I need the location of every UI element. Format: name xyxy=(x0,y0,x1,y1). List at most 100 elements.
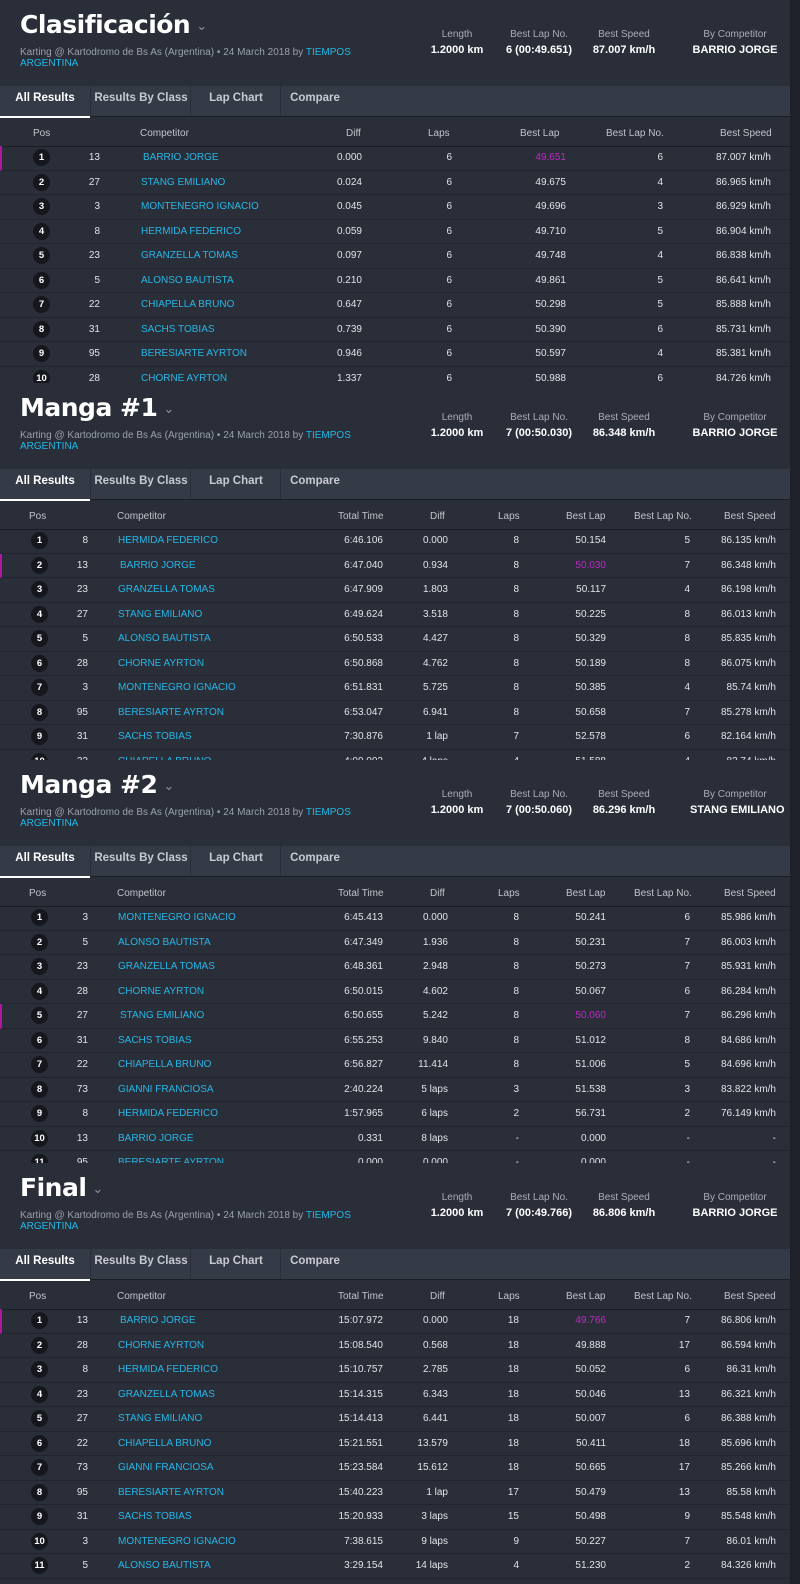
tab-lap-chart[interactable]: Lap Chart xyxy=(190,846,281,876)
result-row[interactable]: 5 23 GRANZELLA TOMAS 0.097 6 49.748 4 86.838 km… xyxy=(0,244,790,269)
competitor-name[interactable]: HERMIDA FEDERICO xyxy=(118,1364,219,1375)
organizer-link[interactable]: TIEMPOS ARGENTINA xyxy=(20,1210,351,1232)
result-row[interactable]: 1 3 MONTENEGRO IGNACIO 6:45.413 0.000 8 50.241… xyxy=(0,906,790,931)
competitor-name[interactable]: STANG EMILIANO xyxy=(118,608,203,620)
competitor-name[interactable]: SACHS TOBIAS xyxy=(118,1511,192,1522)
tab-compare[interactable]: Compare xyxy=(280,846,349,876)
column-header-total-time[interactable]: Total Time xyxy=(338,511,384,522)
column-header-best-lap[interactable]: Best Lap xyxy=(520,128,560,139)
competitor-name[interactable]: HERMIDA FEDERICO xyxy=(118,1108,219,1119)
result-row[interactable]: 4 27 STANG EMILIANO 6:49.624 3.518 8 50.225 8 86… xyxy=(0,603,790,627)
competitor-name[interactable]: ALONSO BAUTISTA xyxy=(118,633,211,644)
result-row[interactable]: 4 23 GRANZELLA TOMAS 15:14.315 6.343 18 50.046… xyxy=(0,1383,790,1407)
tab-compare[interactable]: Compare xyxy=(280,86,349,116)
competitor-name[interactable]: CHORNE AYRTON xyxy=(118,1339,205,1351)
tab-compare[interactable]: Compare xyxy=(280,469,349,499)
result-row[interactable]: 2 28 CHORNE AYRTON 15:08.540 0.568 18 49.888 17… xyxy=(0,1334,790,1358)
competitor-name[interactable]: ALONSO BAUTISTA xyxy=(118,1560,211,1571)
result-row[interactable]: 1 13 BARRIO JORGE 0.000 6 49.651 6 87.007 km/h xyxy=(0,146,790,171)
column-header-laps[interactable]: Laps xyxy=(498,511,520,522)
column-header-best-lap[interactable]: Best Lap xyxy=(566,1291,606,1302)
organizer-link[interactable]: TIEMPOS ARGENTINA xyxy=(20,47,351,69)
result-row[interactable]: 10 22 CHIAPELLA BRUNO 4:09.002 4 laps 4 51.588… xyxy=(0,750,790,761)
competitor-name[interactable]: CHIAPELLA BRUNO xyxy=(141,299,235,310)
competitor-name[interactable]: MONTENEGRO IGNACIO xyxy=(141,201,259,212)
tab-results-by-class[interactable]: Results By Class xyxy=(90,469,191,499)
column-header-diff[interactable]: Diff xyxy=(430,511,445,522)
result-row[interactable]: 6 31 SACHS TOBIAS 6:55.253 9.840 8 51.012 8 84.6… xyxy=(0,1029,790,1053)
tab-results-by-class[interactable]: Results By Class xyxy=(90,1249,191,1279)
column-header-laps[interactable]: Laps xyxy=(498,888,520,899)
column-header-pos[interactable]: Pos xyxy=(33,128,51,139)
tab-lap-chart[interactable]: Lap Chart xyxy=(190,86,281,116)
column-header-best-lap[interactable]: Best Lap xyxy=(566,511,606,522)
competitor-name[interactable]: STANG EMILIANO xyxy=(118,1413,203,1424)
result-row[interactable]: 8 31 SACHS TOBIAS 0.739 6 50.390 6 85.731 km/h xyxy=(0,318,790,342)
result-row[interactable]: 2 13 BARRIO JORGE 6:47.040 0.934 8 50.030 7 86.3… xyxy=(0,553,790,578)
competitor-name[interactable]: HERMIDA FEDERICO xyxy=(118,535,219,546)
session-title[interactable]: Manga #1 ⌄ xyxy=(20,393,174,422)
competitor-name[interactable]: GRANZELLA TOMAS xyxy=(118,584,215,595)
column-header-laps[interactable]: Laps xyxy=(428,128,450,139)
competitor-name[interactable]: GIANNI FRANCIOSA xyxy=(118,1083,214,1095)
column-header-diff[interactable]: Diff xyxy=(430,888,445,899)
column-header-best-lap-no[interactable]: Best Lap No. xyxy=(634,1291,692,1302)
tab-all-results[interactable]: All Results xyxy=(0,469,90,501)
competitor-name[interactable]: BERESIARTE AYRTON xyxy=(118,1157,224,1163)
competitor-name[interactable]: CHORNE AYRTON xyxy=(118,657,205,669)
result-row[interactable]: 4 28 CHORNE AYRTON 6:50.015 4.602 8 50.067 6 86.… xyxy=(0,980,790,1004)
competitor-name[interactable]: ALONSO BAUTISTA xyxy=(141,274,234,286)
column-header-best-speed[interactable]: Best Speed xyxy=(720,128,772,139)
result-row[interactable]: 6 28 CHORNE AYRTON 6:50.868 4.762 8 50.189 8 86.… xyxy=(0,652,790,676)
result-row[interactable]: 1 8 HERMIDA FEDERICO 6:46.106 0.000 8 50.154 5 8… xyxy=(0,529,790,554)
session-title[interactable]: Manga #2 ⌄ xyxy=(20,770,174,799)
result-row[interactable]: 5 27 STANG EMILIANO 6:50.655 5.242 8 50.060 7 86… xyxy=(0,1004,790,1029)
result-row[interactable]: 2 27 STANG EMILIANO 0.024 6 49.675 4 86.965 km/… xyxy=(0,171,790,195)
competitor-name[interactable]: CHIAPELLA BRUNO xyxy=(118,756,211,761)
column-header-best-lap-no[interactable]: Best Lap No. xyxy=(634,511,692,522)
column-header-total-time[interactable]: Total Time xyxy=(338,1291,384,1302)
tab-results-by-class[interactable]: Results By Class xyxy=(90,846,191,876)
result-row[interactable]: 3 23 GRANZELLA TOMAS 6:48.361 2.948 8 50.273 7 8… xyxy=(0,955,790,980)
competitor-name[interactable]: BERESIARTE AYRTON xyxy=(118,1486,224,1498)
column-header-best-speed[interactable]: Best Speed xyxy=(724,888,776,899)
result-row[interactable]: 9 31 SACHS TOBIAS 15:20.933 3 laps 15 50.498 9 8… xyxy=(0,1505,790,1530)
column-header-competitor[interactable]: Competitor xyxy=(117,888,166,899)
competitor-name[interactable]: SACHS TOBIAS xyxy=(118,731,192,742)
result-row[interactable]: 10 13 BARRIO JORGE 0.331 8 laps - 0.000 - - xyxy=(0,1127,790,1151)
result-row[interactable]: 3 3 MONTENEGRO IGNACIO 0.045 6 49.696 3 86.929 … xyxy=(0,195,790,220)
competitor-name[interactable]: BARRIO JORGE xyxy=(120,1315,196,1326)
competitor-name[interactable]: SACHS TOBIAS xyxy=(141,323,215,335)
result-row[interactable]: 2 5 ALONSO BAUTISTA 6:47.349 1.936 8 50.231 7 86… xyxy=(0,931,790,955)
organizer-link[interactable]: TIEMPOS ARGENTINA xyxy=(20,807,351,829)
competitor-name[interactable]: BERESIARTE AYRTON xyxy=(141,348,247,359)
tab-lap-chart[interactable]: Lap Chart xyxy=(190,1249,281,1279)
result-row[interactable]: 7 22 CHIAPELLA BRUNO 0.647 6 50.298 5 85.888 km… xyxy=(0,293,790,318)
result-row[interactable]: 9 31 SACHS TOBIAS 7:30.876 1 lap 7 52.578 6 82.1… xyxy=(0,725,790,750)
result-row[interactable]: 10 28 CHORNE AYRTON 1.337 6 50.988 6 84.726 km/… xyxy=(0,367,790,384)
competitor-name[interactable]: CHORNE AYRTON xyxy=(141,372,228,384)
competitor-name[interactable]: CHIAPELLA BRUNO xyxy=(118,1059,212,1070)
result-row[interactable]: 11 5 ALONSO BAUTISTA 3:29.154 14 laps 4 51.230… xyxy=(0,1554,790,1579)
result-row[interactable]: 9 8 HERMIDA FEDERICO 1:57.965 6 laps 2 56.731 2… xyxy=(0,1102,790,1127)
competitor-name[interactable]: GIANNI FRANCIOSA xyxy=(118,1462,214,1473)
result-row[interactable]: 7 73 GIANNI FRANCIOSA 15:23.584 15.612 18 50.6… xyxy=(0,1456,790,1481)
chevron-down-icon[interactable]: ⌄ xyxy=(163,778,174,794)
result-row[interactable]: 3 23 GRANZELLA TOMAS 6:47.909 1.803 8 50.117 4 8… xyxy=(0,578,790,603)
column-header-best-lap-no[interactable]: Best Lap No. xyxy=(606,128,664,139)
column-header-competitor[interactable]: Competitor xyxy=(117,1291,166,1302)
result-row[interactable]: 8 95 BERESIARTE AYRTON 15:40.223 1 lap 17 50.4… xyxy=(0,1481,790,1505)
result-row[interactable]: 6 22 CHIAPELLA BRUNO 15:21.551 13.579 18 50.41… xyxy=(0,1432,790,1456)
result-row[interactable]: 4 8 HERMIDA FEDERICO 0.059 6 49.710 5 86.904 km… xyxy=(0,220,790,244)
result-row[interactable]: 5 27 STANG EMILIANO 15:14.413 6.441 18 50.007 6… xyxy=(0,1407,790,1432)
competitor-name[interactable]: BERESIARTE AYRTON xyxy=(118,706,224,718)
result-row[interactable]: 7 22 CHIAPELLA BRUNO 6:56.827 11.414 8 51.006 5… xyxy=(0,1053,790,1078)
result-row[interactable]: 5 5 ALONSO BAUTISTA 6:50.533 4.427 8 50.329 8 85… xyxy=(0,627,790,652)
column-header-best-lap-no[interactable]: Best Lap No. xyxy=(634,888,692,899)
chevron-down-icon[interactable]: ⌄ xyxy=(196,18,207,34)
column-header-competitor[interactable]: Competitor xyxy=(117,511,166,522)
organizer-link[interactable]: TIEMPOS ARGENTINA xyxy=(20,430,351,452)
competitor-name[interactable]: MONTENEGRO IGNACIO xyxy=(118,912,236,923)
column-header-laps[interactable]: Laps xyxy=(498,1291,520,1302)
competitor-name[interactable]: BARRIO JORGE xyxy=(118,1132,194,1144)
